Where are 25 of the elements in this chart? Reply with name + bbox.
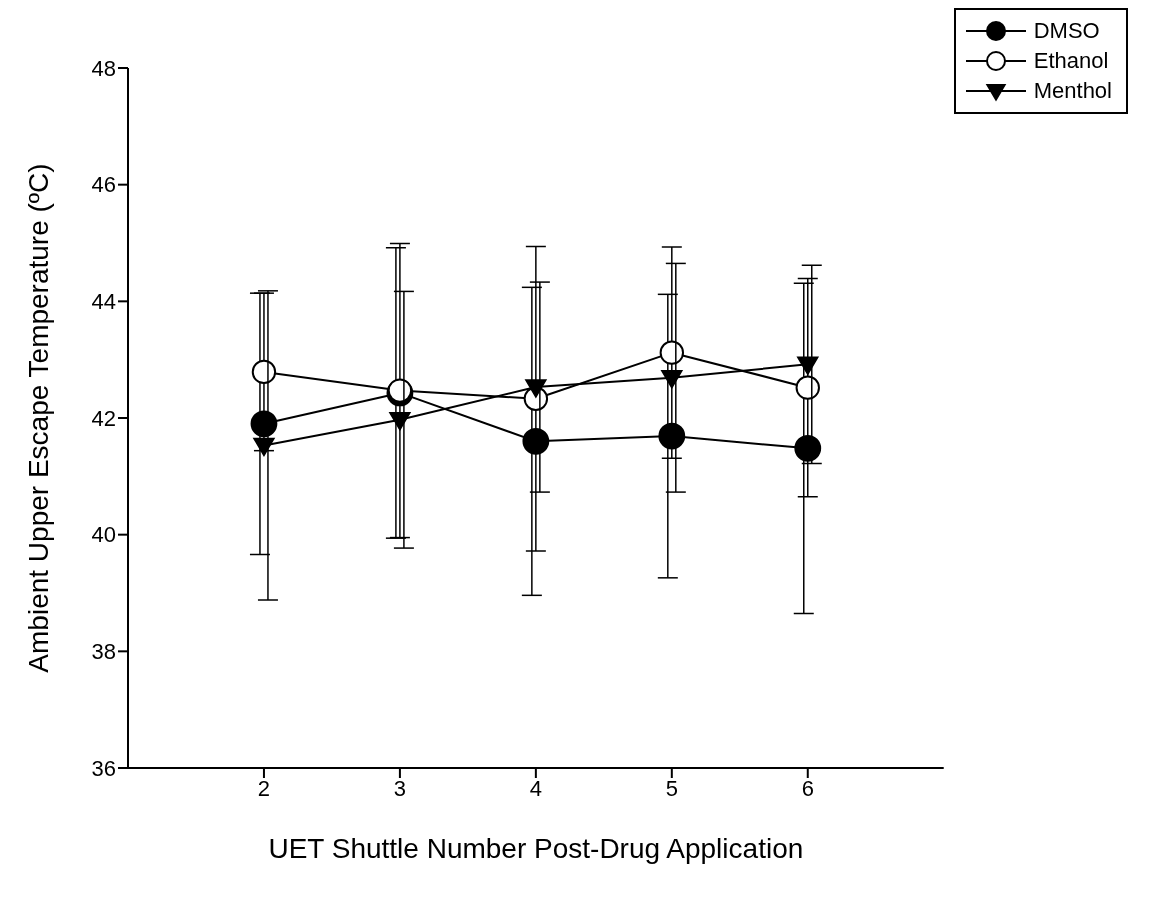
- y-tick-label: 38: [91, 639, 116, 665]
- x-tick-label: 2: [257, 775, 271, 801]
- x-tick-label: 6: [801, 775, 814, 801]
- point: [251, 359, 277, 385]
- legend-label: Ethanol: [1033, 48, 1109, 74]
- point: [389, 412, 411, 431]
- point: [525, 379, 547, 398]
- point: [795, 375, 820, 400]
- x-tick-label: 5: [665, 775, 678, 801]
- y-tick-label: 46: [91, 172, 116, 198]
- point: [661, 370, 683, 389]
- x-axis-title: UET Shuttle Number Post-Drug Application: [268, 833, 804, 864]
- point: [659, 340, 685, 365]
- x-tick-label: 3: [393, 775, 407, 801]
- y-tick-label: 42: [91, 405, 116, 431]
- point: [253, 437, 275, 457]
- point: [797, 356, 819, 376]
- y-tick-label: 44: [91, 289, 116, 315]
- y-tick-label: 40: [91, 522, 116, 548]
- y-tick-label: 36: [91, 755, 116, 781]
- legend-label: DMSO: [1033, 18, 1100, 44]
- x-tick-label: 4: [529, 775, 542, 801]
- y-tick-label: 48: [91, 55, 116, 81]
- legend-label: Menthol: [1033, 78, 1112, 104]
- y-axis-title: Ambient Upper Escape Temperature (ºC): [22, 163, 54, 673]
